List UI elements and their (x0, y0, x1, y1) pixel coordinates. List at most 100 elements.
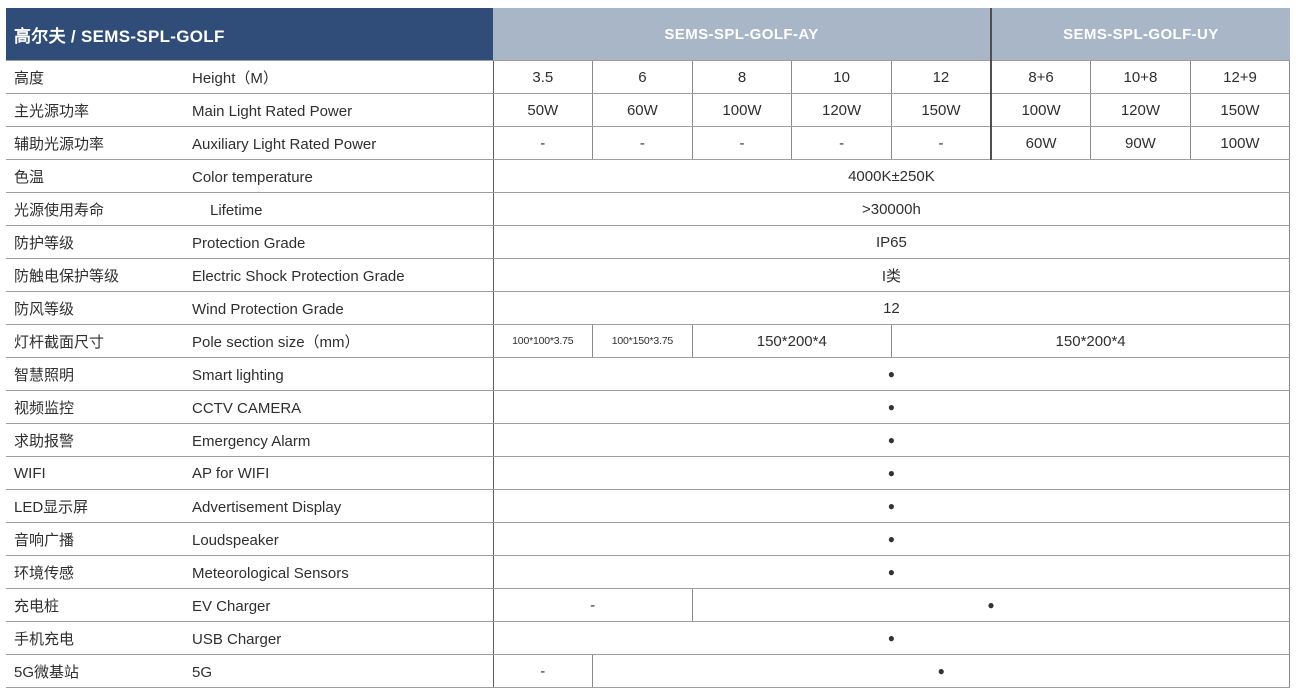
bullet-cell: ● (691, 588, 1291, 622)
row-label: 防风等级 Wind Protection Grade (6, 291, 493, 325)
value-cell: 150W (1189, 93, 1291, 127)
value-cell: 100*150*3.75 (592, 324, 693, 358)
value-cell: 12 (492, 291, 1291, 325)
value-cell: 100W (691, 93, 792, 127)
row-label: WIFI AP for WIFI (6, 456, 493, 490)
row-label-en: Meteorological Sensors (192, 564, 349, 582)
value-cell: 100*100*3.75 (492, 324, 593, 358)
value-cell: 90W (1090, 126, 1191, 160)
row-label-en: Wind Protection Grade (192, 300, 344, 318)
row-label-zh: 充电桩 (14, 597, 60, 615)
value-cell: - (492, 126, 593, 160)
row-label-zh: 防风等级 (14, 300, 75, 318)
table-row-main-power: 主光源功率 Main Light Rated Power 50W 60W 100W… (6, 93, 1291, 127)
bullet-cell: ● (492, 390, 1291, 424)
value-cell: IP65 (492, 225, 1291, 259)
column-group-ay: SEMS-SPL-GOLF-AY (493, 8, 992, 61)
value-cell: - (691, 126, 792, 160)
row-label-en: Loudspeaker (192, 531, 279, 549)
row-label: 主光源功率 Main Light Rated Power (6, 93, 493, 127)
table-row-smart-lighting: 智慧照明 Smart lighting ● (6, 357, 1291, 391)
value-cell: - (592, 126, 693, 160)
row-label-zh: 音响广播 (14, 531, 75, 549)
row-label-en: Main Light Rated Power (192, 102, 353, 120)
row-label-zh: 求助报警 (14, 432, 75, 450)
row-label-zh: 防护等级 (14, 234, 75, 252)
bullet-cell: ● (492, 621, 1291, 655)
row-label-en: Auxiliary Light Rated Power (192, 135, 377, 153)
row-label-en: Lifetime (210, 201, 263, 219)
table-row-5g: 5G微基站 5G - ● (6, 654, 1291, 688)
table-row-protection-grade: 防护等级 Protection Grade IP65 (6, 225, 1291, 259)
table-row-led-display: LED显示屏 Advertisement Display ● (6, 489, 1291, 523)
bullet-cell: ● (492, 456, 1291, 490)
value-cell: 60W (990, 126, 1091, 160)
row-label: 手机充电 USB Charger (6, 621, 493, 655)
value-cell: 12 (890, 60, 992, 94)
row-label: 环境传感 Meteorological Sensors (6, 555, 493, 589)
bullet-cell: ● (492, 423, 1291, 457)
value-cell: 3.5 (492, 60, 593, 94)
dash-cell: - (492, 654, 593, 688)
row-label-zh: 智慧照明 (14, 366, 75, 384)
table-row-loudspeaker: 音响广播 Loudspeaker ● (6, 522, 1291, 556)
row-label-en: 5G (192, 663, 213, 681)
value-cell: 100W (990, 93, 1091, 127)
spec-table: 高尔夫 / SEMS-SPL-GOLF SEMS-SPL-GOLF-AY SEM… (6, 8, 1291, 688)
row-label-zh: 灯杆截面尺寸 (14, 333, 105, 351)
row-label: 高度 Height（M） (6, 60, 493, 94)
table-row-wind-grade: 防风等级 Wind Protection Grade 12 (6, 291, 1291, 325)
row-label-en: Color temperature (192, 168, 313, 186)
row-label: 视频监控 CCTV CAMERA (6, 390, 493, 424)
value-cell: I类 (492, 258, 1291, 292)
bullet-cell: ● (492, 489, 1291, 523)
row-label: 5G微基站 5G (6, 654, 493, 688)
value-cell: 12+9 (1189, 60, 1291, 94)
value-cell: 100W (1189, 126, 1291, 160)
row-label-en: Smart lighting (192, 366, 284, 384)
value-cell: 150W (890, 93, 992, 127)
table-row-pole-section: 灯杆截面尺寸 Pole section size（mm） 100*100*3.75… (6, 324, 1291, 358)
row-label-en: EV Charger (192, 597, 271, 615)
value-cell: 8 (691, 60, 792, 94)
table-row-wifi: WIFI AP for WIFI ● (6, 456, 1291, 490)
row-label-zh: 视频监控 (14, 399, 75, 417)
table-row-color-temp: 色温 Color temperature 4000K±250K (6, 159, 1291, 193)
value-cell: - (791, 126, 892, 160)
row-label-en: Advertisement Display (192, 498, 342, 516)
row-label: 智慧照明 Smart lighting (6, 357, 493, 391)
row-label-zh: 色温 (14, 168, 45, 186)
row-label-zh: WIFI (14, 464, 46, 482)
value-cell: 6 (592, 60, 693, 94)
bullet-cell: ● (492, 357, 1291, 391)
table-title: 高尔夫 / SEMS-SPL-GOLF (6, 8, 493, 61)
header-row: 高尔夫 / SEMS-SPL-GOLF SEMS-SPL-GOLF-AY SEM… (6, 8, 1290, 61)
value-cell: 120W (791, 93, 892, 127)
table-row-usb-charger: 手机充电 USB Charger ● (6, 621, 1291, 655)
row-label: 灯杆截面尺寸 Pole section size（mm） (6, 324, 493, 358)
bullet-cell: ● (592, 654, 1291, 688)
row-label-en: Emergency Alarm (192, 432, 311, 450)
table-row-lifetime: 光源使用寿命 Lifetime >30000h (6, 192, 1291, 226)
row-label: 色温 Color temperature (6, 159, 493, 193)
row-label: 光源使用寿命 Lifetime (6, 192, 493, 226)
row-label-en: CCTV CAMERA (192, 399, 302, 417)
row-label-en: Height（M） (192, 69, 278, 87)
table-row-sensors: 环境传感 Meteorological Sensors ● (6, 555, 1291, 589)
value-cell: 10+8 (1090, 60, 1191, 94)
value-cell: 60W (592, 93, 693, 127)
row-label-en: USB Charger (192, 630, 282, 648)
table-row-emergency-alarm: 求助报警 Emergency Alarm ● (6, 423, 1291, 457)
row-label: 辅助光源功率 Auxiliary Light Rated Power (6, 126, 493, 160)
value-cell: 150*200*4 (691, 324, 892, 358)
row-label-zh: 防触电保护等级 (14, 267, 120, 285)
value-cell: 10 (791, 60, 892, 94)
row-label-en: Electric Shock Protection Grade (192, 267, 405, 285)
table-row-cctv: 视频监控 CCTV CAMERA ● (6, 390, 1291, 424)
value-cell: 4000K±250K (492, 159, 1291, 193)
row-label: 防触电保护等级 Electric Shock Protection Grade (6, 258, 493, 292)
value-cell: - (890, 126, 992, 160)
row-label-en: Protection Grade (192, 234, 306, 252)
row-label: LED显示屏 Advertisement Display (6, 489, 493, 523)
